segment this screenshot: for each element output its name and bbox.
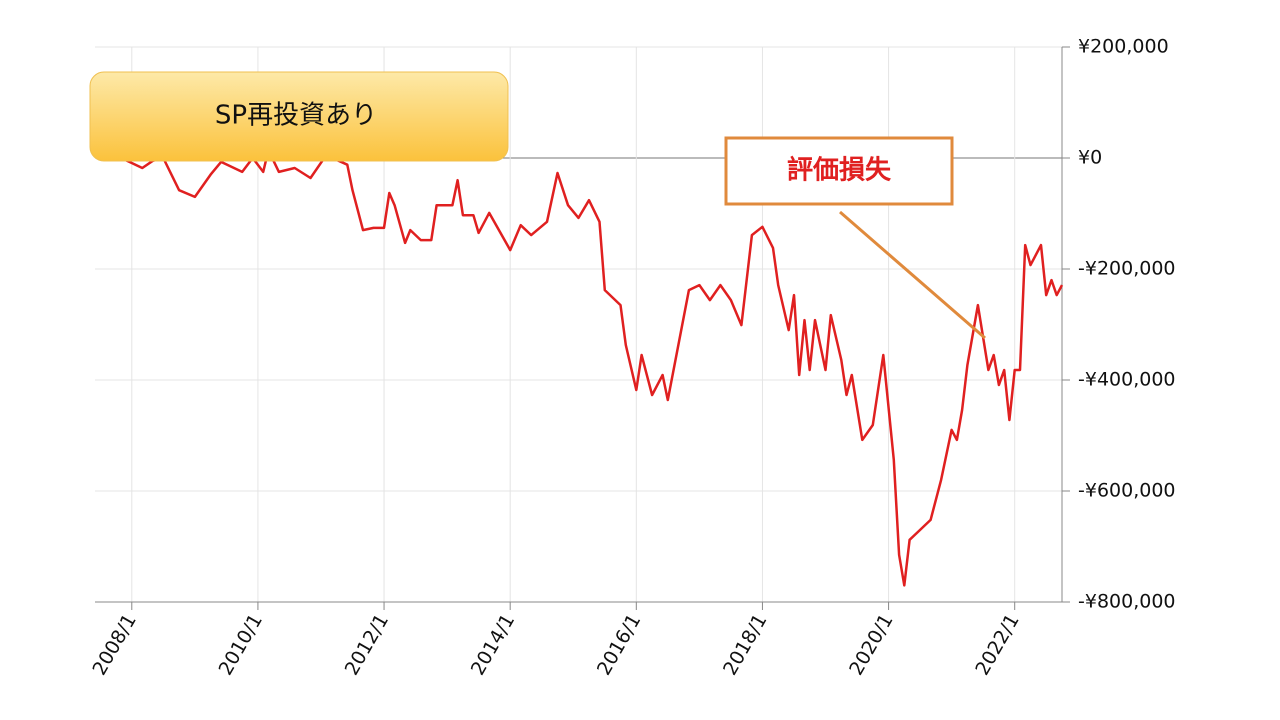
x-tick-label: 2012/1	[341, 610, 393, 679]
annotation-box	[89, 71, 509, 162]
y-tick-label: -¥600,000	[1078, 480, 1176, 502]
y-tick-label: ¥0	[1078, 147, 1102, 169]
x-tick-label: 2014/1	[467, 610, 519, 679]
y-tick-label: -¥800,000	[1078, 591, 1176, 613]
line-series	[120, 148, 1064, 587]
x-tick-label: 2018/1	[719, 610, 771, 679]
x-tick-label: 2008/1	[88, 610, 140, 679]
x-tick-label: 2010/1	[215, 610, 267, 679]
x-tick-label: 2020/1	[845, 610, 897, 679]
annotation-box	[724, 136, 954, 206]
y-tick-label: ¥200,000	[1078, 36, 1169, 58]
plot	[120, 148, 1064, 587]
x-tick-label: 2022/1	[971, 610, 1023, 679]
annotation-text: SP再投資あり	[215, 101, 377, 131]
annotation-text: 評価損失	[787, 155, 892, 186]
y-tick-label: -¥400,000	[1078, 369, 1176, 391]
y-tick-label: -¥200,000	[1078, 258, 1176, 280]
annotation-arrow	[839, 210, 986, 340]
x-tick-label: 2016/1	[593, 610, 645, 679]
